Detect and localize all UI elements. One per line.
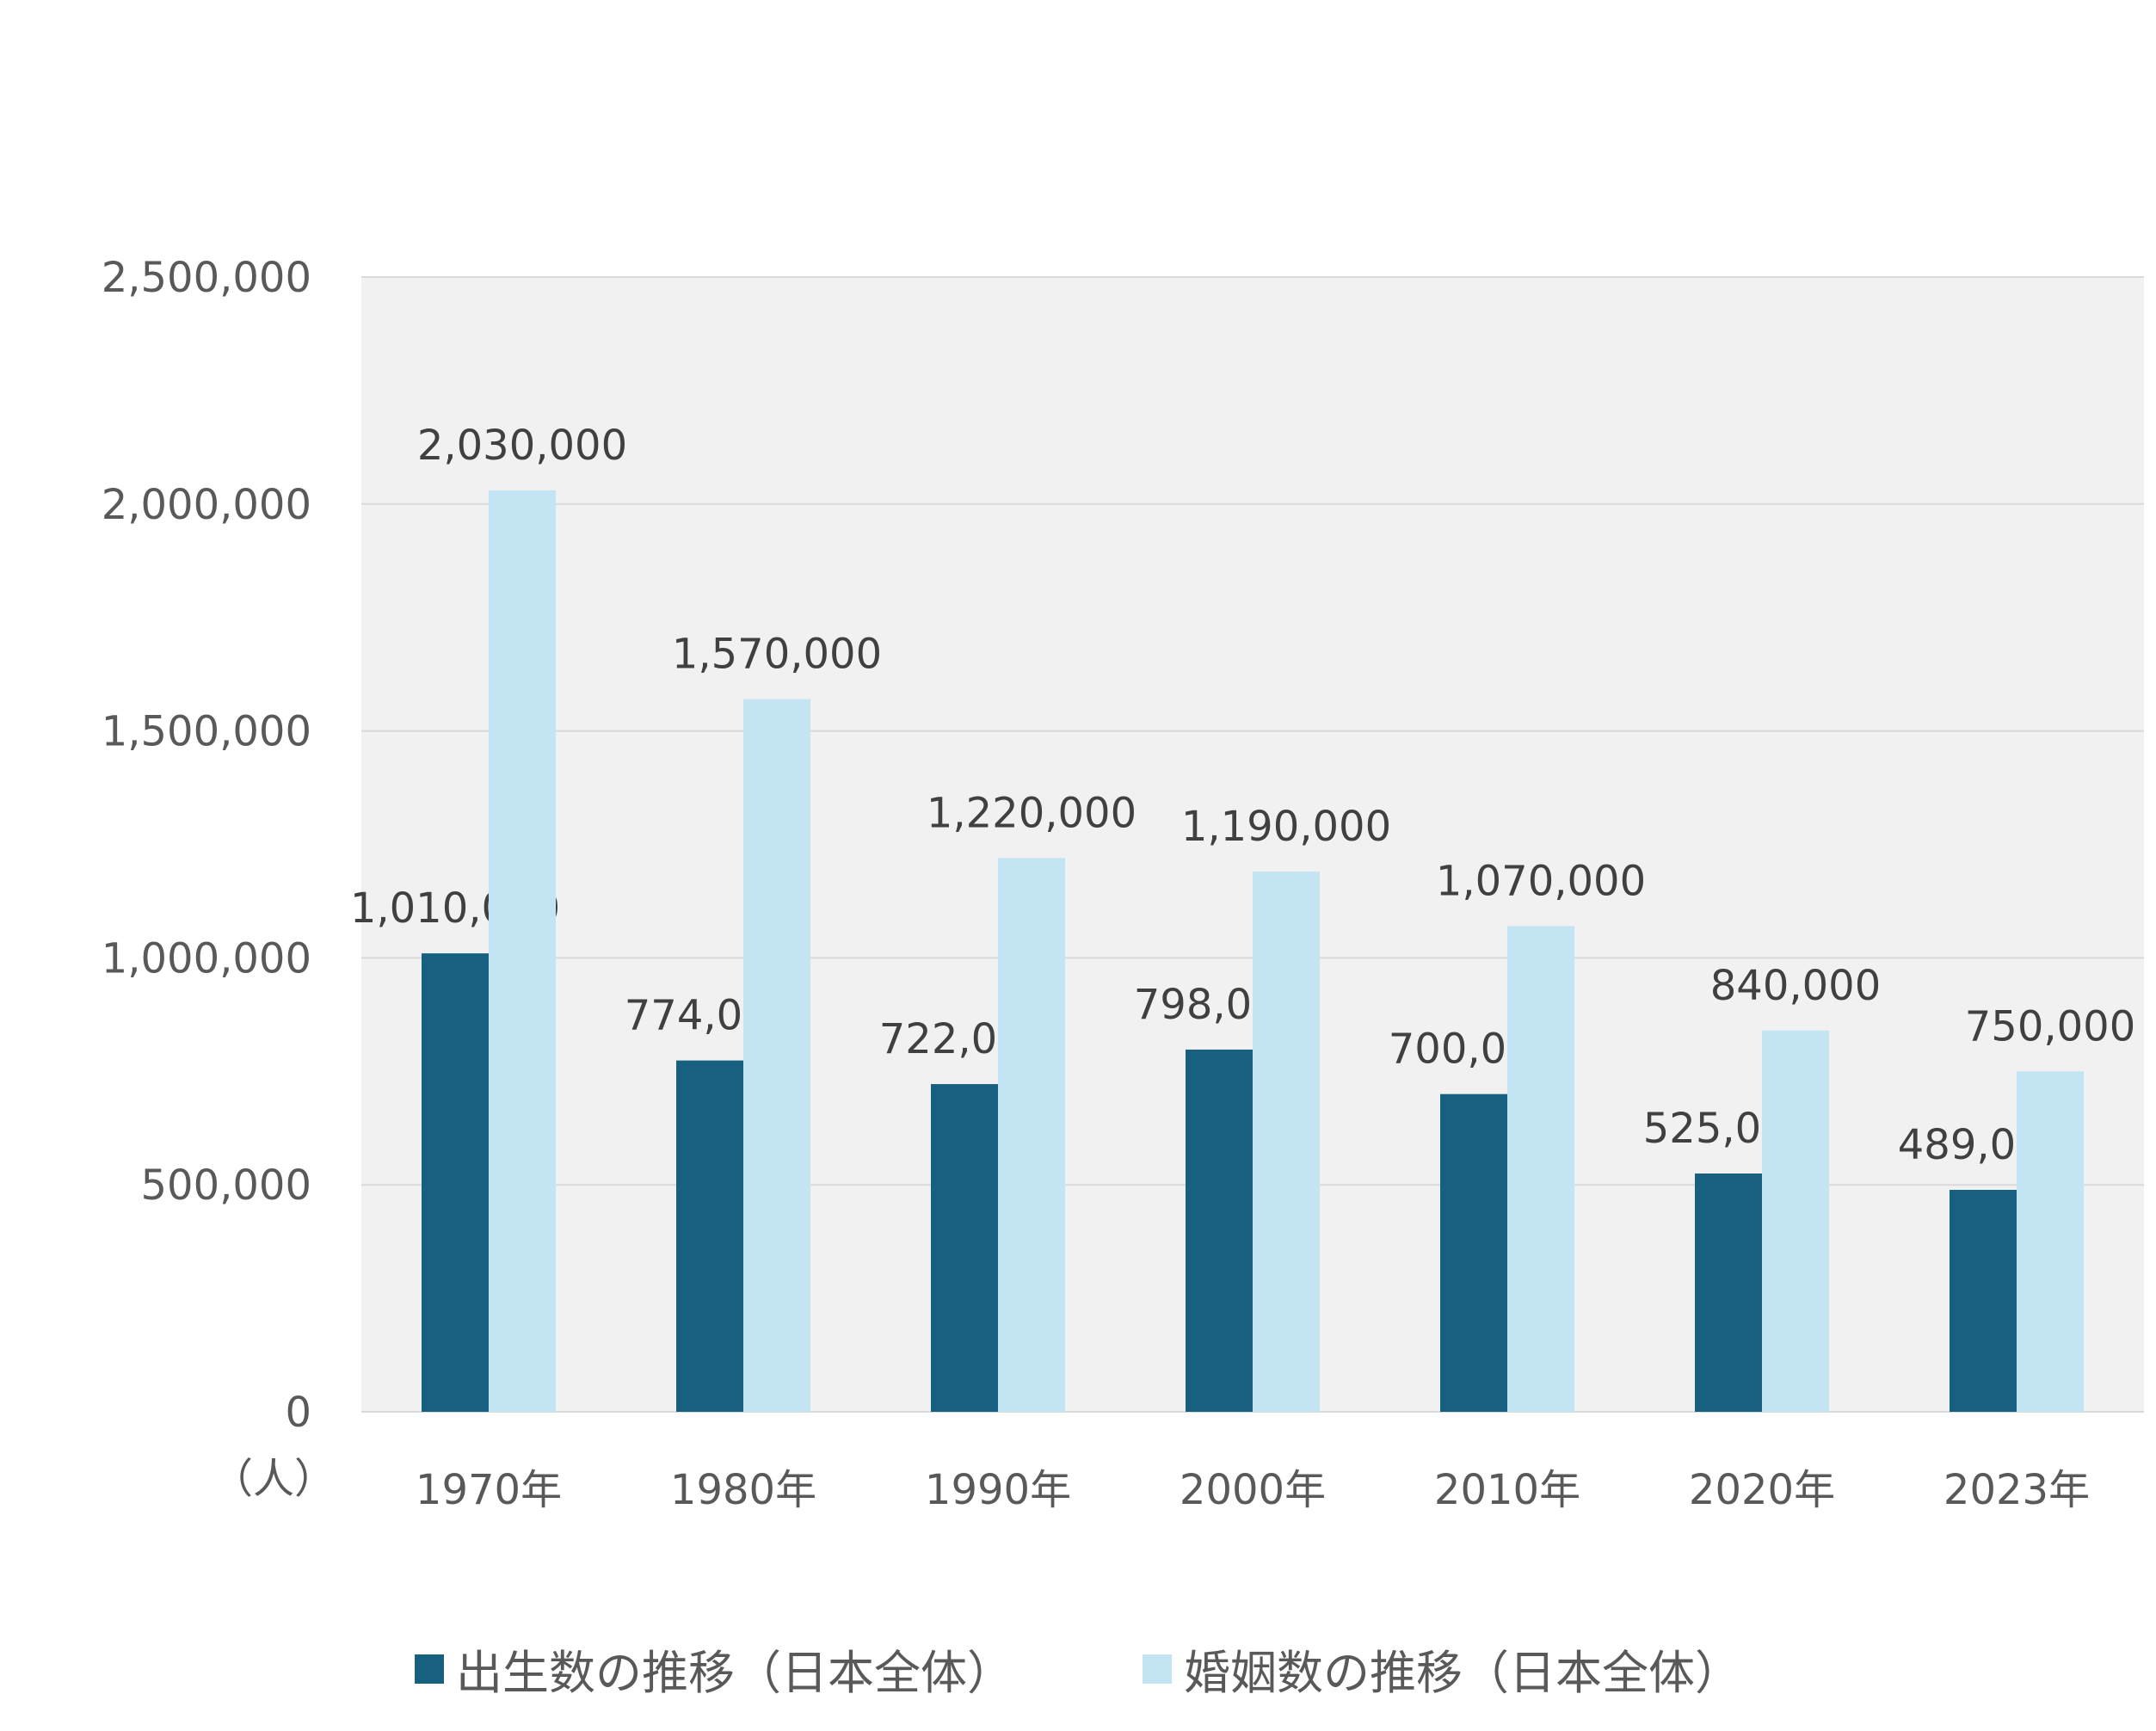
x-category-label: 2020年 [1689, 1466, 1835, 1514]
bar-marriages [489, 490, 556, 1413]
bar-births [931, 1084, 998, 1412]
bar-marriages [743, 699, 810, 1412]
bar-births [676, 1060, 743, 1412]
data-label-marriages: 1,070,000 [1436, 857, 1646, 905]
bar-marriages [998, 858, 1065, 1412]
x-category-label: 2023年 [1943, 1466, 2090, 1514]
legend: 出生数の推移（日本全体） 婚姻数の推移（日本全体） [0, 1635, 2156, 1703]
bar-births [422, 953, 489, 1412]
x-category-label: 1970年 [416, 1466, 562, 1514]
data-label-marriages: 1,570,000 [672, 631, 882, 679]
y-axis-unit-label: （人） [212, 1455, 336, 1503]
x-category-label: 1990年 [925, 1466, 1071, 1514]
y-tick-label: 1,500,000 [102, 708, 311, 756]
data-label-marriages: 1,220,000 [927, 789, 1137, 837]
data-label-marriages: 840,000 [1710, 962, 1882, 1010]
legend-swatch-marriages [1143, 1654, 1172, 1684]
legend-swatch-births [415, 1654, 444, 1684]
y-tick-label: 500,000 [141, 1161, 312, 1210]
data-label-marriages: 1,190,000 [1181, 803, 1391, 851]
legend-item-births: 出生数の推移（日本全体） [415, 1635, 1013, 1703]
bar-marriages [1507, 926, 1574, 1412]
y-tick-label: 1,000,000 [102, 934, 311, 983]
legend-item-marriages: 婚姻数の推移（日本全体） [1143, 1635, 1741, 1703]
bar-births [1695, 1174, 1762, 1412]
x-category-label: 1980年 [670, 1466, 816, 1514]
data-label-marriages: 2,030,000 [417, 422, 627, 470]
bar-births [1950, 1190, 2017, 1412]
bar-marriages [1762, 1030, 1829, 1412]
legend-label-births: 出生数の推移（日本全体） [456, 1646, 1013, 1700]
bar-marriages [1253, 872, 1320, 1412]
y-tick-label: 2,500,000 [102, 254, 311, 302]
x-category-label: 2000年 [1180, 1466, 1326, 1514]
y-tick-label: 2,000,000 [102, 481, 311, 529]
bar-marriages [2017, 1071, 2084, 1412]
bar-births [1440, 1093, 1507, 1412]
legend-label-marriages: 婚姻数の推移（日本全体） [1184, 1646, 1741, 1700]
data-label-marriages: 750,000 [1965, 1002, 2136, 1050]
x-category-label: 2010年 [1434, 1466, 1580, 1514]
bar-births [1186, 1049, 1253, 1412]
y-tick-label: 0 [285, 1389, 311, 1437]
